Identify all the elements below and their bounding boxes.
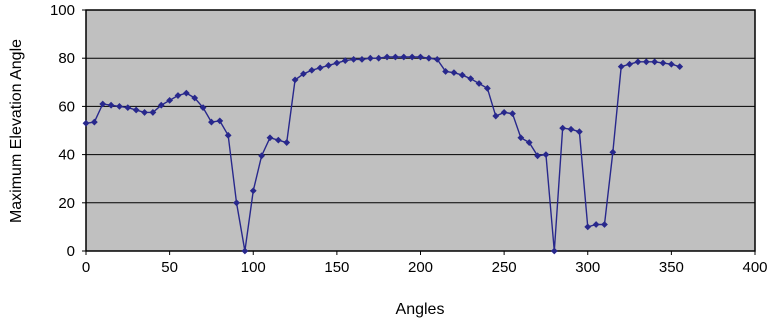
- data-point: [467, 75, 475, 83]
- data-point: [617, 63, 625, 71]
- data-point: [676, 63, 684, 71]
- data-point: [224, 131, 232, 139]
- data-point: [659, 59, 667, 67]
- x-tick-label: 250: [492, 259, 517, 276]
- x-tick-label: 350: [659, 259, 684, 276]
- data-point: [542, 151, 550, 158]
- y-axis-ticks: 0 20 40 60 80 100: [50, 2, 86, 260]
- x-tick-label: 400: [742, 259, 767, 276]
- data-point: [550, 247, 558, 255]
- x-tick-label: 300: [575, 259, 600, 276]
- data-point: [291, 76, 299, 84]
- y-axis-title: Maximum Elevation Angle: [8, 39, 25, 223]
- data-point: [208, 118, 215, 126]
- data-point: [609, 148, 617, 156]
- data-point: [509, 110, 516, 118]
- data-point: [642, 58, 650, 66]
- data-point: [400, 53, 408, 61]
- y-tick-label: 20: [58, 195, 75, 212]
- data-point: [274, 136, 282, 144]
- data-point: [634, 58, 642, 66]
- x-tick-label: 200: [408, 259, 433, 276]
- data-point: [258, 152, 266, 160]
- data-point: [99, 100, 107, 108]
- data-point: [157, 101, 165, 109]
- data-point: [534, 152, 541, 160]
- plot-background: [85, 9, 756, 252]
- data-point: [141, 109, 148, 116]
- data-point: [408, 53, 416, 61]
- data-point: [492, 112, 500, 120]
- data-point: [375, 54, 383, 62]
- data-point: [149, 109, 157, 116]
- data-point: [124, 104, 132, 112]
- data-point: [383, 53, 391, 61]
- data-point: [500, 109, 508, 116]
- y-tick-label: 100: [50, 2, 75, 19]
- data-point: [116, 103, 123, 110]
- data-point: [575, 128, 583, 136]
- data-point: [174, 92, 182, 99]
- data-point: [484, 84, 491, 92]
- data-point: [567, 125, 575, 133]
- x-tick-label: 0: [82, 259, 90, 276]
- data-point: [458, 71, 466, 79]
- y-tick-label: 80: [58, 50, 75, 67]
- data-point: [325, 62, 332, 69]
- y-tick-label: 60: [58, 98, 75, 115]
- series-group: [82, 53, 684, 255]
- data-point: [651, 58, 659, 66]
- x-tick-label: 50: [161, 259, 178, 276]
- data-point: [350, 56, 357, 63]
- data-point: [216, 117, 224, 125]
- data-point: [601, 221, 608, 228]
- data-point: [584, 223, 592, 231]
- data-point: [341, 57, 349, 65]
- data-point: [308, 66, 316, 74]
- data-point: [166, 96, 174, 104]
- data-point: [417, 53, 424, 61]
- data-point: [626, 60, 633, 68]
- data-point: [300, 70, 307, 78]
- data-point: [475, 80, 483, 87]
- data-point: [266, 134, 274, 142]
- data-point: [559, 124, 567, 132]
- data-point: [592, 221, 600, 228]
- data-point: [392, 53, 399, 61]
- x-axis-ticks: 0 50 100 150 200 250 300 350 400: [82, 251, 768, 276]
- data-point: [132, 106, 140, 114]
- data-point: [191, 94, 199, 102]
- x-tick-label: 150: [324, 259, 349, 276]
- data-point: [82, 119, 90, 127]
- data-point: [90, 118, 98, 126]
- y-tick-label: 0: [67, 243, 75, 260]
- data-point: [249, 187, 257, 195]
- data-point: [525, 139, 533, 146]
- data-point: [366, 54, 374, 62]
- data-point: [667, 60, 675, 68]
- data-point: [182, 89, 190, 97]
- data-point: [333, 59, 341, 67]
- data-point: [107, 101, 115, 109]
- data-point: [442, 68, 449, 75]
- data-point: [450, 69, 458, 77]
- data-point: [517, 134, 525, 142]
- x-axis-title: Angles: [396, 301, 445, 318]
- x-tick-label: 100: [241, 259, 266, 276]
- y-tick-label: 40: [58, 147, 75, 164]
- data-point: [425, 54, 433, 62]
- data-point: [199, 104, 207, 112]
- data-point: [358, 56, 366, 63]
- data-point: [233, 199, 240, 207]
- data-point: [316, 64, 324, 72]
- data-point: [433, 56, 441, 63]
- data-point: [241, 247, 249, 255]
- data-point: [283, 139, 291, 146]
